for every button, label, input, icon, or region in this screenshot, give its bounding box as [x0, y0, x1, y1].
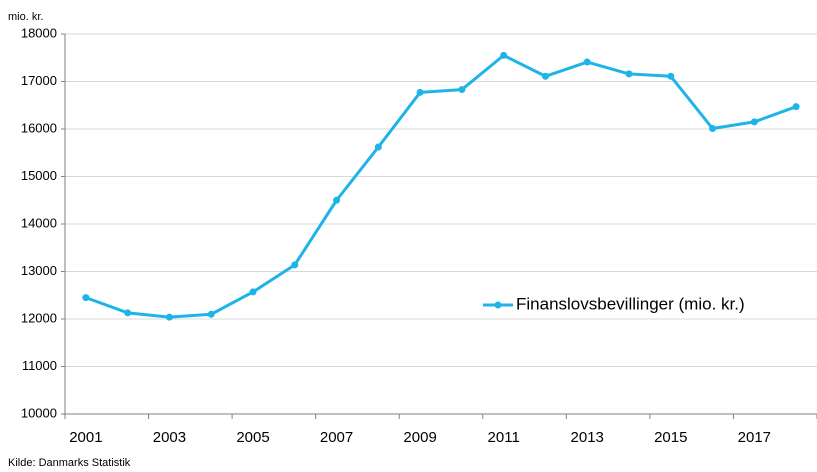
point [625, 70, 633, 78]
point [541, 72, 549, 80]
point [291, 261, 299, 269]
point [667, 72, 675, 80]
y-tick-label: 11000 [22, 358, 57, 373]
line [85, 53, 797, 319]
point [583, 58, 591, 66]
x-tick-label: 2013 [571, 429, 604, 446]
source: Kilde: Danmarks Statistik [8, 457, 131, 469]
legend-point [494, 301, 502, 309]
x-tick-label: 2005 [236, 429, 269, 446]
point [792, 103, 800, 111]
legend-label: Finanslovsbevillinger (mio. kr.) [516, 294, 745, 313]
x-tick-label: 2017 [738, 429, 771, 446]
point [374, 143, 382, 151]
x-tick-label: 2011 [488, 429, 520, 446]
x-tick-label: 2015 [654, 429, 687, 446]
y-tick-label: 12000 [21, 310, 57, 325]
x-tick-label: 2007 [320, 429, 353, 446]
point [500, 51, 508, 59]
point [249, 288, 257, 296]
point [207, 310, 215, 318]
y-tick-label: 17000 [21, 73, 57, 88]
y-tick-label: 16000 [21, 120, 57, 135]
point [165, 313, 173, 321]
y-unit-label: mio. kr. [8, 11, 43, 23]
point [82, 294, 90, 302]
y-tick-label: 13000 [21, 263, 57, 278]
y-tick-label: 14000 [21, 215, 57, 230]
point [709, 125, 717, 133]
point [750, 118, 758, 126]
x-tick-label: 2003 [153, 429, 186, 446]
x-tick-label: 2009 [403, 429, 436, 446]
x-tick-label: 2001 [69, 429, 102, 446]
point [416, 88, 424, 96]
y-tick-label: 18000 [21, 25, 57, 40]
point [124, 309, 132, 317]
y-tick-label: 10000 [21, 405, 57, 420]
y-tick-label: 15000 [21, 168, 57, 183]
point [458, 86, 466, 94]
point [333, 196, 341, 204]
